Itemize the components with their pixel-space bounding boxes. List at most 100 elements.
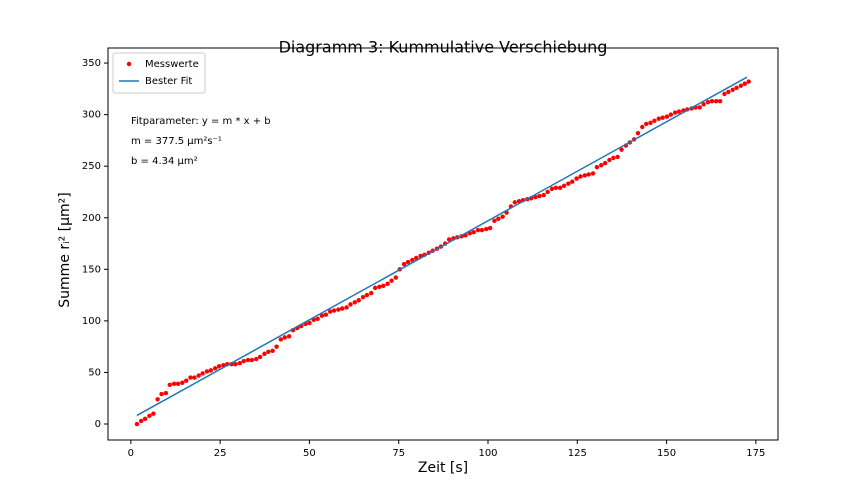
point — [492, 218, 497, 224]
point — [709, 99, 715, 104]
point — [660, 115, 665, 120]
point — [196, 373, 201, 378]
point — [500, 214, 505, 219]
y-tick-label: 0 — [95, 419, 101, 430]
point — [582, 173, 587, 178]
y-axis-label: Summe rᵢ² [μm²] — [57, 192, 73, 308]
point — [701, 102, 706, 107]
legend-swatch — [126, 61, 132, 67]
point — [557, 185, 563, 191]
point — [180, 380, 185, 385]
point — [664, 114, 670, 119]
annotation: b = 4.34 μm² — [131, 156, 198, 167]
point — [722, 91, 727, 97]
point — [344, 305, 349, 310]
point — [487, 225, 493, 231]
point — [607, 157, 612, 163]
x-tick-label: 0 — [128, 448, 134, 459]
point — [410, 257, 415, 263]
x-axis-label: Zeit [s] — [418, 460, 468, 476]
point — [377, 284, 382, 290]
point — [348, 302, 353, 307]
point — [594, 165, 600, 170]
point — [553, 185, 559, 191]
x-tick-label: 100 — [478, 448, 497, 459]
point — [142, 416, 148, 422]
point — [599, 162, 604, 168]
point — [331, 308, 337, 313]
x-tick-label: 75 — [392, 448, 405, 459]
point — [446, 237, 452, 242]
point — [270, 348, 275, 353]
point — [212, 366, 218, 371]
point — [286, 334, 292, 339]
point — [151, 411, 156, 416]
point — [200, 371, 205, 376]
point — [254, 356, 259, 362]
x-tick-label: 50 — [303, 448, 316, 459]
point — [578, 174, 583, 179]
legend-label: Bester Fit — [145, 76, 192, 87]
point — [401, 261, 407, 267]
point — [619, 147, 624, 152]
point — [340, 306, 345, 311]
point — [372, 285, 378, 291]
point — [602, 160, 608, 166]
point — [471, 229, 476, 235]
point — [171, 381, 177, 386]
point — [586, 172, 591, 177]
x-tick-label: 25 — [214, 448, 227, 459]
point — [730, 87, 735, 93]
point — [714, 99, 719, 104]
point — [738, 83, 744, 88]
point — [163, 390, 169, 396]
point — [496, 216, 501, 221]
point — [652, 118, 657, 124]
point — [615, 154, 620, 160]
point — [327, 309, 333, 314]
point — [405, 259, 411, 265]
point — [241, 358, 246, 364]
point — [635, 130, 641, 136]
point — [336, 307, 341, 312]
point — [167, 382, 172, 388]
point — [352, 300, 357, 305]
point — [208, 368, 214, 373]
point — [155, 397, 160, 402]
point — [512, 200, 517, 205]
annotation: m = 377.5 μm²s⁻¹ — [131, 136, 222, 147]
point — [414, 255, 419, 261]
point — [237, 360, 242, 366]
point — [484, 226, 489, 232]
point — [389, 278, 394, 283]
point — [574, 176, 579, 181]
point — [278, 337, 284, 342]
point — [475, 227, 481, 233]
x-tick-label: 150 — [657, 448, 676, 459]
point — [249, 357, 255, 363]
point — [282, 335, 287, 340]
point — [644, 121, 649, 127]
point — [274, 344, 279, 349]
point — [175, 381, 181, 386]
point — [139, 418, 144, 424]
point — [188, 375, 193, 380]
point — [381, 283, 386, 289]
point — [360, 294, 366, 300]
point — [184, 378, 189, 383]
point — [245, 357, 251, 363]
chart-title: Diagramm 3: Kummulative Verschiebung — [279, 38, 608, 57]
y-tick-label: 300 — [82, 110, 101, 121]
point — [545, 189, 550, 195]
point — [726, 89, 731, 95]
y-tick-label: 50 — [88, 367, 101, 378]
point — [648, 120, 653, 126]
point — [369, 290, 374, 296]
point — [356, 298, 361, 303]
point — [656, 116, 661, 121]
plot-area — [107, 47, 779, 441]
point — [233, 361, 238, 367]
point — [717, 99, 723, 104]
y-tick-label: 150 — [82, 264, 101, 275]
legend-box — [112, 52, 206, 94]
